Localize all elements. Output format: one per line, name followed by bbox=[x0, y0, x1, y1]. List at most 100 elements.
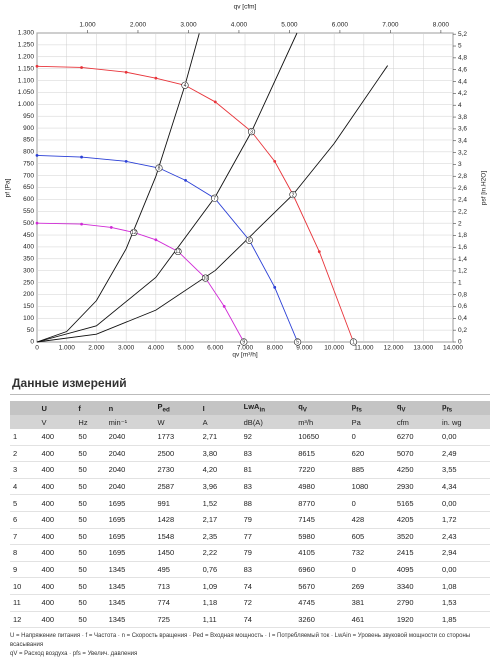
operating-point bbox=[155, 164, 163, 172]
unit-cell: m³/h bbox=[295, 415, 349, 429]
x-tick-label: 7.000 bbox=[237, 345, 254, 352]
x-tick-label: 10.000 bbox=[324, 345, 344, 352]
y-tick-label: 900 bbox=[23, 125, 34, 132]
operating-point-label: 5 bbox=[296, 340, 299, 346]
table-row: 2 400 50 2040 2500 3,80 83 8615 620 5070 2,49 bbox=[10, 445, 490, 463]
series-marker bbox=[109, 226, 113, 229]
table-cell: 400 bbox=[38, 478, 76, 496]
y2-tick-label: 5,2 bbox=[458, 31, 467, 38]
series-marker bbox=[317, 250, 321, 254]
unit-cell: dB(A) bbox=[240, 415, 296, 429]
y2-tick-label: 0,2 bbox=[458, 327, 467, 334]
table-cell: 2,35 bbox=[199, 528, 241, 546]
table-cell: 5070 bbox=[393, 445, 439, 463]
y-tick-label: 1.300 bbox=[18, 30, 35, 37]
table-cell: 79 bbox=[240, 544, 296, 562]
y-tick-label: 150 bbox=[23, 303, 34, 310]
y2-tick-label: 1,2 bbox=[458, 268, 467, 275]
note-line: qV = Расход воздуха · pfs = Увелич. давл… bbox=[10, 651, 138, 658]
table-cell: 428 bbox=[348, 511, 394, 529]
unit-cell: W bbox=[154, 415, 200, 429]
x2-axis-label: qv [cfm] bbox=[234, 4, 257, 11]
operating-point bbox=[130, 228, 138, 237]
header-cell: n bbox=[105, 401, 155, 415]
y-tick-label: 1.200 bbox=[18, 53, 35, 60]
table-cell: 9 bbox=[10, 561, 39, 579]
table-cell: 50 bbox=[75, 478, 106, 496]
y2-tick-label: 4,4 bbox=[458, 78, 467, 85]
table-cell: 7220 bbox=[295, 461, 349, 479]
unit-cell: Pa bbox=[348, 415, 394, 429]
table-cell: 3,80 bbox=[199, 445, 241, 463]
series-marker bbox=[154, 76, 158, 80]
table-cell: 1080 bbox=[348, 478, 394, 496]
table-cell: 6270 bbox=[393, 429, 439, 446]
table-cell: 1548 bbox=[154, 528, 200, 546]
operating-point-label: 11 bbox=[175, 249, 180, 255]
x-tick-label: 2.000 bbox=[88, 345, 105, 352]
header-symbol: q bbox=[298, 402, 303, 412]
y-tick-label: 450 bbox=[23, 232, 34, 239]
table-cell: 400 bbox=[38, 544, 76, 562]
series-marker bbox=[213, 100, 217, 104]
header-cell bbox=[10, 415, 39, 429]
table-cell: 50 bbox=[75, 461, 106, 479]
table-cell: 1 bbox=[10, 429, 39, 446]
series-marker bbox=[80, 66, 83, 69]
y2-tick-label: 5 bbox=[458, 43, 462, 50]
table-cell: 269 bbox=[348, 577, 394, 595]
table-cell: 12 bbox=[10, 611, 39, 629]
table-cell: 400 bbox=[38, 429, 76, 446]
header-subscript: in bbox=[259, 406, 266, 414]
table-cell: 4,20 bbox=[199, 461, 241, 479]
table-cell: 381 bbox=[348, 594, 394, 612]
table-cell: 74 bbox=[240, 611, 296, 629]
y2-tick-label: 2 bbox=[458, 220, 462, 227]
y-tick-label: 1.250 bbox=[18, 42, 35, 49]
table-cell: 1,72 bbox=[438, 511, 490, 529]
y2-tick-label: 3,6 bbox=[458, 126, 467, 133]
table-cell: 50 bbox=[75, 594, 106, 612]
x-tick-label: 3.000 bbox=[118, 345, 135, 352]
table-row: 9 400 50 1345 495 0,76 83 6960 0 4095 0,00 bbox=[10, 561, 490, 579]
table-cell: 400 bbox=[38, 494, 76, 512]
x-axis-label: qv [m³/h] bbox=[232, 352, 257, 359]
table-cell: 50 bbox=[75, 544, 106, 562]
table-cell: 81 bbox=[240, 461, 296, 479]
table-cell: 400 bbox=[38, 561, 76, 579]
series-marker bbox=[154, 238, 158, 242]
table-cell: 50 bbox=[75, 494, 106, 512]
y2-tick-label: 1,8 bbox=[458, 232, 467, 239]
y-tick-label: 1.100 bbox=[18, 77, 35, 84]
table-row: 1 400 50 2040 1773 2,71 92 10650 0 6270 0,00 bbox=[10, 429, 490, 446]
table-cell: 2,94 bbox=[438, 544, 490, 562]
y-tick-label: 1.150 bbox=[18, 65, 35, 72]
series-marker bbox=[35, 221, 39, 225]
table-cell: 72 bbox=[240, 594, 296, 612]
table-cell: 83 bbox=[240, 445, 296, 463]
table-cell: 4980 bbox=[295, 478, 349, 496]
table-cell: 620 bbox=[348, 445, 394, 463]
y-tick-label: 1.000 bbox=[18, 101, 35, 108]
x-tick-label: 6.000 bbox=[207, 345, 224, 352]
table-cell: 8770 bbox=[295, 494, 349, 512]
y2-tick-label: 3 bbox=[458, 161, 462, 168]
series-marker bbox=[124, 159, 128, 163]
table-cell: 88 bbox=[240, 494, 296, 512]
unit-cell: in. wg bbox=[438, 415, 490, 429]
table-cell: 3340 bbox=[393, 577, 439, 595]
table-cell: 5 bbox=[10, 494, 39, 512]
y2-tick-label: 3,4 bbox=[458, 137, 467, 144]
table-row: 12 400 50 1345 725 1,11 74 3260 461 1920 1,85 bbox=[10, 611, 490, 629]
table-cell: 1695 bbox=[105, 544, 155, 562]
x2-tick-label: 2.000 bbox=[130, 22, 147, 29]
table-cell: 1345 bbox=[105, 577, 155, 595]
y-tick-label: 400 bbox=[23, 244, 34, 251]
y-axis-label: pf [Pa] bbox=[5, 178, 12, 197]
table-cell: 2040 bbox=[105, 478, 155, 496]
note-line: U = Напряжение питания · f = Частота · n… bbox=[10, 633, 471, 649]
table-cell: 2040 bbox=[105, 461, 155, 479]
table-cell: 732 bbox=[348, 544, 394, 562]
table-cell: 1345 bbox=[105, 594, 155, 612]
